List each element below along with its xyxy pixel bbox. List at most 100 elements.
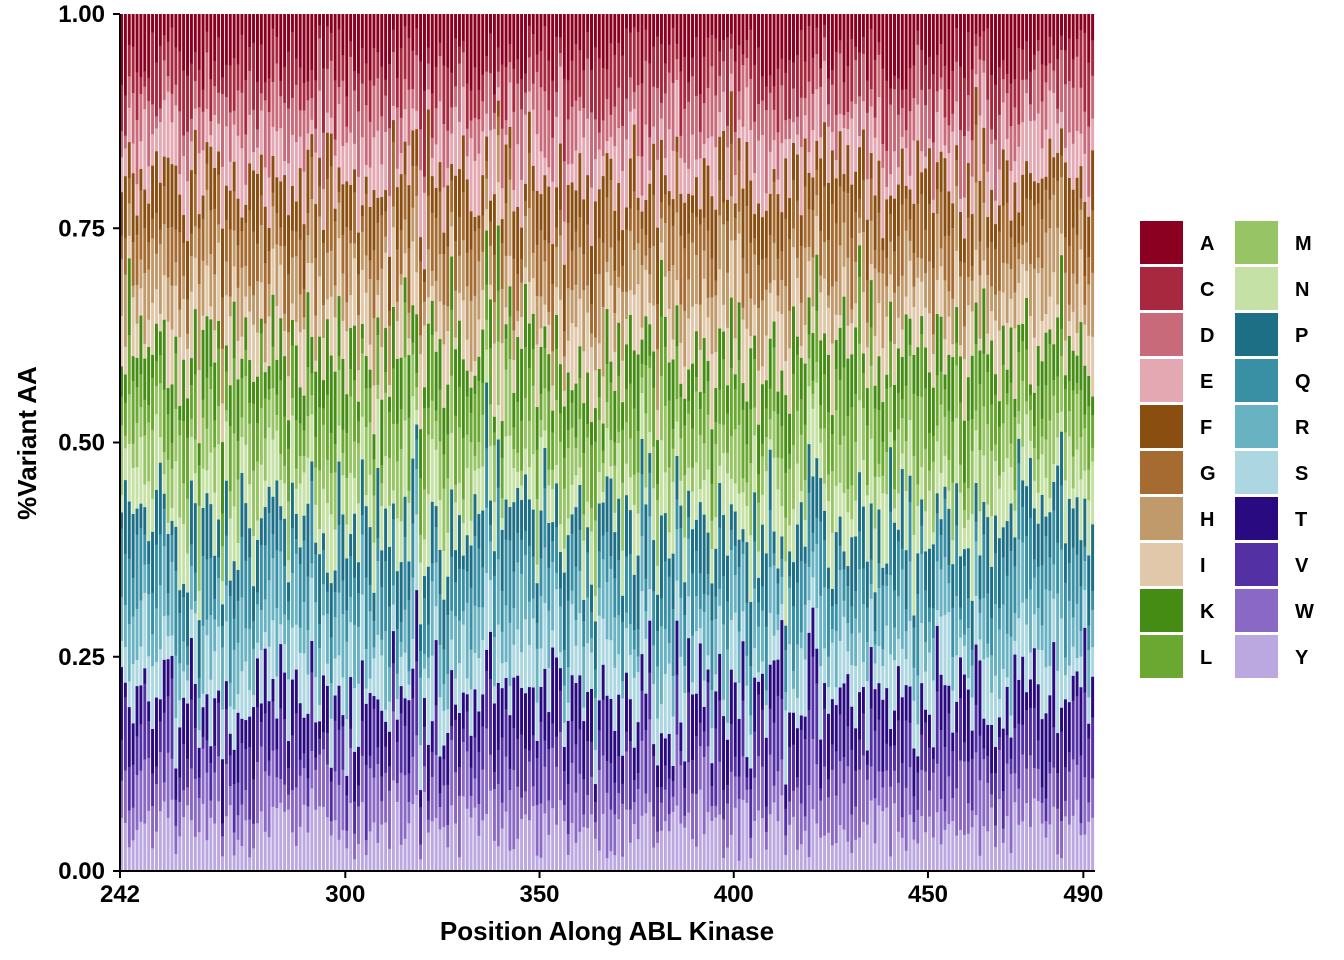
segment-C xyxy=(224,64,228,98)
bar-position-373 xyxy=(628,14,632,872)
segment-F xyxy=(636,197,640,211)
segment-K xyxy=(578,346,582,378)
segment-R xyxy=(248,628,252,691)
segment-M xyxy=(741,477,745,493)
segment-V xyxy=(924,722,928,772)
segment-K xyxy=(329,355,333,433)
bar-position-393 xyxy=(706,14,710,872)
segment-S xyxy=(729,619,733,670)
segment-Q xyxy=(178,612,182,664)
segment-K xyxy=(543,326,547,349)
segment-Q xyxy=(947,564,951,584)
segment-D xyxy=(512,111,516,191)
segment-L xyxy=(729,367,733,437)
segment-L xyxy=(380,464,384,484)
segment-I xyxy=(757,370,761,425)
segment-V xyxy=(368,755,372,769)
segment-T xyxy=(454,704,458,720)
segment-R xyxy=(197,697,201,731)
segment-N xyxy=(263,480,267,508)
segment-F xyxy=(434,187,438,218)
segment-D xyxy=(481,100,485,132)
segment-R xyxy=(590,637,593,653)
segment-D xyxy=(321,132,325,190)
segment-T xyxy=(411,668,415,699)
segment-Y xyxy=(893,802,896,872)
segment-Y xyxy=(1013,801,1017,872)
bar-position-407 xyxy=(760,14,764,872)
segment-S xyxy=(881,665,885,700)
segment-D xyxy=(209,120,213,136)
segment-N xyxy=(244,444,248,504)
segment-E xyxy=(698,157,702,210)
segment-F xyxy=(454,175,458,242)
segment-E xyxy=(520,179,524,228)
segment-T xyxy=(302,717,306,754)
bar-position-408 xyxy=(764,14,768,872)
segment-Q xyxy=(582,620,586,647)
segment-D xyxy=(955,61,959,102)
segment-G xyxy=(255,243,259,282)
segment-W xyxy=(904,787,908,851)
segment-L xyxy=(290,345,294,398)
segment-G xyxy=(865,279,869,323)
segment-V xyxy=(865,764,869,780)
segment-M xyxy=(236,479,240,543)
segment-H xyxy=(135,284,139,324)
segment-K xyxy=(908,318,912,345)
segment-W xyxy=(197,797,201,833)
segment-Y xyxy=(209,817,213,872)
segment-C xyxy=(702,56,706,104)
segment-I xyxy=(702,278,706,339)
segment-I xyxy=(221,403,224,443)
segment-S xyxy=(858,632,862,693)
bar-position-314 xyxy=(399,14,403,872)
segment-H xyxy=(858,217,862,234)
segment-A xyxy=(131,14,135,47)
segment-N xyxy=(628,477,632,511)
segment-C xyxy=(255,81,259,130)
segment-M xyxy=(718,423,722,466)
segment-V xyxy=(962,741,966,762)
segment-V xyxy=(667,778,671,815)
segment-H xyxy=(885,285,889,317)
segment-K xyxy=(830,414,834,435)
segment-S xyxy=(178,700,182,728)
segment-W xyxy=(527,761,531,821)
bar-position-437 xyxy=(877,14,881,872)
segment-P xyxy=(240,472,244,537)
segment-V xyxy=(795,776,799,788)
segment-I xyxy=(492,343,496,417)
segment-D xyxy=(714,95,718,148)
segment-Y xyxy=(240,845,244,872)
segment-E xyxy=(349,132,353,185)
segment-K xyxy=(858,245,862,277)
segment-F xyxy=(255,173,259,244)
bar-position-247 xyxy=(139,14,143,872)
segment-Q xyxy=(1013,565,1017,613)
segment-A xyxy=(997,14,1001,68)
segment-A xyxy=(935,14,939,55)
segment-K xyxy=(489,299,492,349)
segment-T xyxy=(131,723,135,765)
segment-T xyxy=(718,653,722,701)
segment-L xyxy=(582,452,586,515)
segment-R xyxy=(465,602,469,679)
segment-S xyxy=(846,651,850,675)
segment-P xyxy=(823,510,827,541)
segment-A xyxy=(718,14,722,52)
segment-Q xyxy=(900,548,904,570)
segment-I xyxy=(811,306,815,334)
segment-Q xyxy=(236,600,240,643)
segment-V xyxy=(465,711,469,752)
segment-N xyxy=(438,499,442,550)
segment-S xyxy=(741,610,745,642)
segment-S xyxy=(267,646,271,702)
segment-R xyxy=(411,577,415,639)
segment-G xyxy=(341,234,345,274)
segment-F xyxy=(224,185,228,220)
segment-D xyxy=(353,90,357,144)
segment-R xyxy=(523,554,527,620)
segment-Q xyxy=(908,501,912,562)
segment-M xyxy=(244,375,248,445)
